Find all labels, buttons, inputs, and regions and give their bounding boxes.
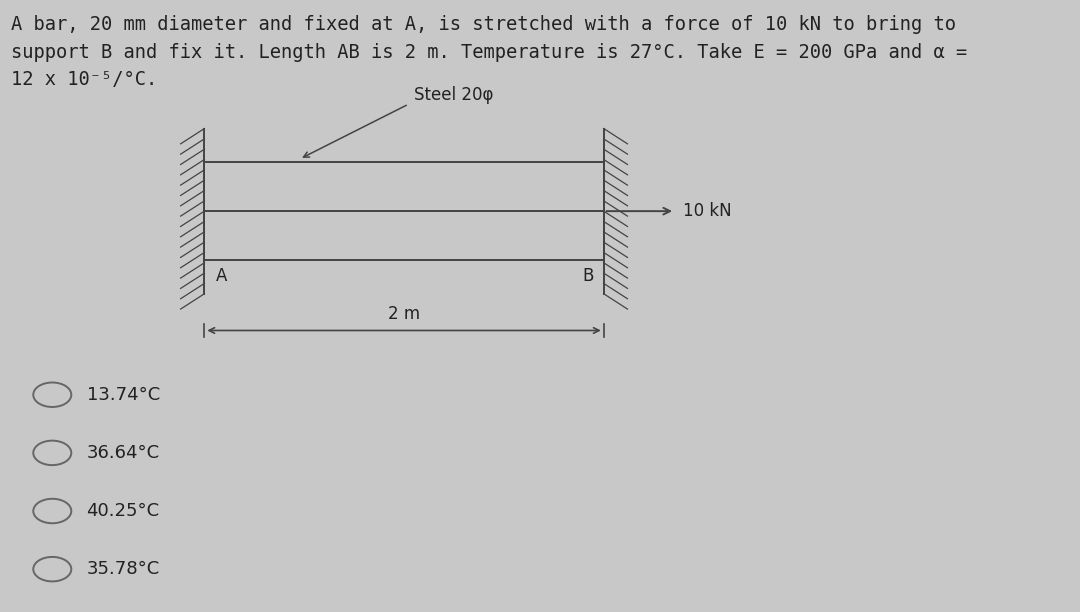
Text: 10 kN: 10 kN: [683, 202, 731, 220]
Text: B: B: [583, 267, 594, 285]
Text: Steel 20φ: Steel 20φ: [414, 86, 492, 104]
Text: 36.64°C: 36.64°C: [86, 444, 160, 462]
Text: 35.78°C: 35.78°C: [86, 560, 160, 578]
Text: 2 m: 2 m: [388, 305, 420, 323]
Text: 40.25°C: 40.25°C: [86, 502, 160, 520]
Text: 13.74°C: 13.74°C: [86, 386, 160, 404]
Text: A bar, 20 mm diameter and fixed at A, is stretched with a force of 10 kN to brin: A bar, 20 mm diameter and fixed at A, is…: [12, 15, 968, 89]
Text: A: A: [216, 267, 227, 285]
